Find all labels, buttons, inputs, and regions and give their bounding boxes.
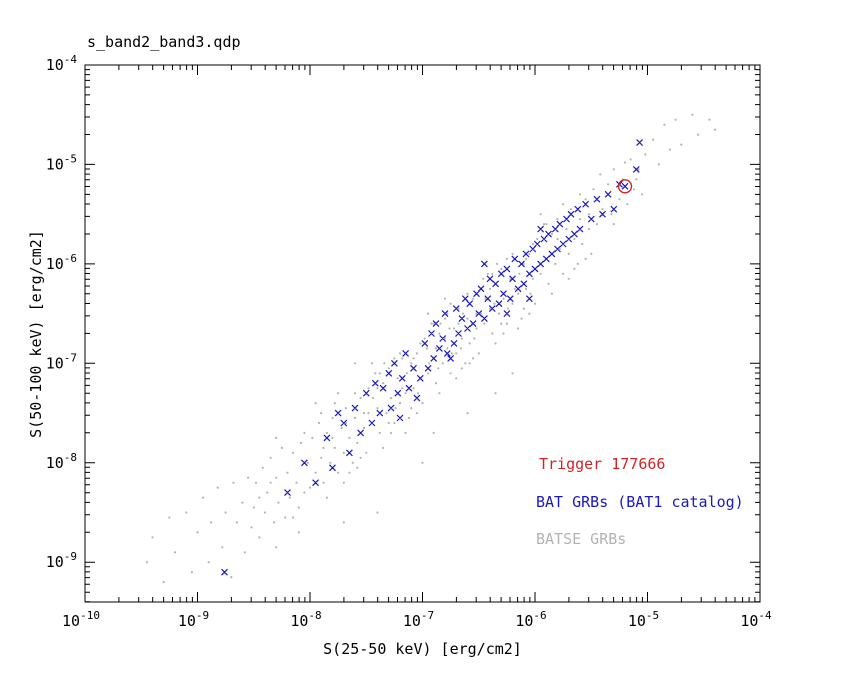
y-axis-label: S(50-100 keV) [erg/cm2] <box>27 230 45 438</box>
svg-text:10-4: 10-4 <box>740 609 772 630</box>
legend-entry-bat-grbs: BAT GRBs (BAT1 catalog) <box>536 493 744 511</box>
svg-text:10-9: 10-9 <box>46 550 77 571</box>
svg-text:10-10: 10-10 <box>62 609 100 630</box>
plot-title: s_band2_band3.qdp <box>87 33 241 51</box>
x-axis-label: S(25-50 keV) [erg/cm2] <box>323 640 522 658</box>
svg-text:10-6: 10-6 <box>46 252 77 273</box>
legend-entry-trigger: Trigger 177666 <box>539 455 666 473</box>
svg-text:10-5: 10-5 <box>628 609 659 630</box>
svg-text:10-7: 10-7 <box>46 351 77 372</box>
svg-text:10-9: 10-9 <box>178 609 209 630</box>
svg-text:10-8: 10-8 <box>46 451 77 472</box>
svg-text:10-6: 10-6 <box>515 609 546 630</box>
svg-text:10-7: 10-7 <box>403 609 434 630</box>
axis-ticks <box>84 64 761 603</box>
svg-text:10-8: 10-8 <box>290 609 321 630</box>
svg-text:10-5: 10-5 <box>46 152 77 173</box>
svg-text:10-4: 10-4 <box>46 53 78 74</box>
legend-entry-batse-grbs: BATSE GRBs <box>536 530 627 548</box>
